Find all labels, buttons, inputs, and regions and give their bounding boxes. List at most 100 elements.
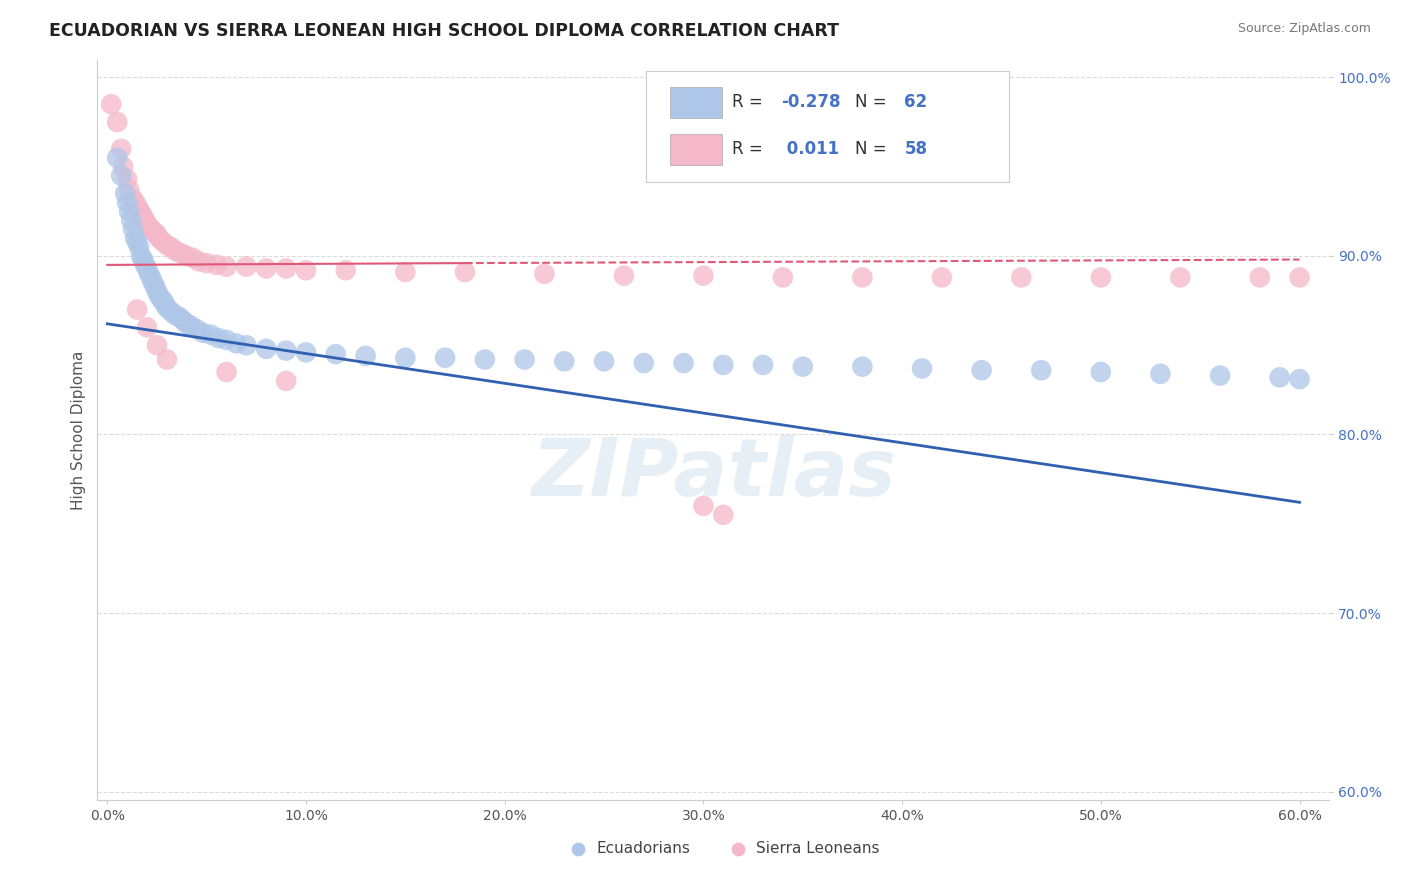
Point: [1010, 270, 1032, 285]
Point: [772, 270, 794, 285]
Point: [1090, 270, 1112, 285]
Text: 0.011: 0.011: [782, 139, 839, 158]
Point: [513, 352, 536, 367]
Point: [156, 352, 179, 367]
Point: [148, 231, 170, 245]
Point: [163, 244, 186, 258]
Point: [225, 336, 247, 351]
Point: [124, 195, 146, 210]
Point: [127, 302, 149, 317]
Point: [325, 347, 347, 361]
FancyBboxPatch shape: [645, 70, 1010, 182]
Point: [1149, 367, 1171, 381]
Point: [394, 265, 416, 279]
Point: [1288, 270, 1310, 285]
Point: [128, 240, 150, 254]
Point: [160, 304, 183, 318]
Point: [752, 358, 775, 372]
Point: [711, 358, 734, 372]
Point: [692, 499, 714, 513]
Point: [167, 310, 190, 324]
Point: [156, 301, 179, 315]
Point: [1249, 270, 1271, 285]
Point: [136, 217, 159, 231]
Point: [553, 354, 575, 368]
Point: [136, 320, 159, 334]
Point: [142, 224, 165, 238]
Point: [235, 338, 257, 352]
Point: [593, 354, 616, 368]
Text: 58: 58: [904, 139, 928, 158]
Point: [931, 270, 953, 285]
Point: [434, 351, 457, 365]
Point: [127, 235, 149, 249]
Point: [127, 199, 149, 213]
Point: [120, 213, 142, 227]
Point: [138, 220, 160, 235]
Point: [200, 327, 222, 342]
Point: [851, 359, 873, 374]
Point: [1288, 372, 1310, 386]
Point: [454, 265, 477, 279]
Point: [114, 186, 136, 201]
Point: [276, 261, 298, 276]
Point: [181, 251, 204, 265]
Point: [474, 352, 496, 367]
Point: [672, 356, 695, 370]
Point: [146, 285, 169, 299]
Point: [533, 267, 555, 281]
Point: [139, 222, 162, 236]
Point: [254, 342, 277, 356]
Text: R =: R =: [733, 93, 768, 111]
Point: [105, 115, 128, 129]
Point: [276, 343, 298, 358]
Point: [142, 276, 165, 290]
Point: [149, 292, 172, 306]
Point: [187, 254, 209, 268]
Point: [100, 97, 122, 112]
Point: [129, 206, 152, 220]
Point: [911, 361, 934, 376]
Point: [146, 338, 169, 352]
Point: [148, 288, 170, 302]
Point: [167, 245, 190, 260]
Point: [105, 151, 128, 165]
Point: [129, 249, 152, 263]
Text: -0.278: -0.278: [782, 93, 841, 111]
Point: [122, 192, 145, 206]
Point: [195, 256, 218, 270]
Point: [215, 365, 238, 379]
Point: [138, 267, 160, 281]
Point: [186, 322, 208, 336]
Y-axis label: High School Diploma: High School Diploma: [72, 351, 86, 509]
FancyBboxPatch shape: [671, 87, 721, 118]
Point: [128, 202, 150, 217]
Point: [215, 333, 238, 347]
Point: [295, 263, 318, 277]
Text: 62: 62: [904, 93, 928, 111]
Point: [122, 222, 145, 236]
Point: [115, 195, 138, 210]
Point: [335, 263, 357, 277]
Point: [110, 142, 132, 156]
Point: [205, 258, 228, 272]
Point: [1268, 370, 1291, 384]
Point: [132, 210, 155, 224]
Point: [1090, 365, 1112, 379]
Text: R =: R =: [733, 139, 768, 158]
Point: [153, 297, 176, 311]
Point: [163, 308, 186, 322]
Point: [115, 172, 138, 186]
Point: [276, 374, 298, 388]
Text: ECUADORIAN VS SIERRA LEONEAN HIGH SCHOOL DIPLOMA CORRELATION CHART: ECUADORIAN VS SIERRA LEONEAN HIGH SCHOOL…: [49, 22, 839, 40]
Point: [633, 356, 655, 370]
Point: [1209, 368, 1232, 383]
Point: [118, 183, 141, 197]
Point: [152, 235, 174, 249]
Text: Ecuadorians: Ecuadorians: [596, 841, 690, 856]
Point: [110, 169, 132, 183]
Point: [180, 318, 202, 333]
Text: N =: N =: [855, 139, 891, 158]
Text: Sierra Leoneans: Sierra Leoneans: [756, 841, 880, 856]
Point: [792, 359, 814, 374]
